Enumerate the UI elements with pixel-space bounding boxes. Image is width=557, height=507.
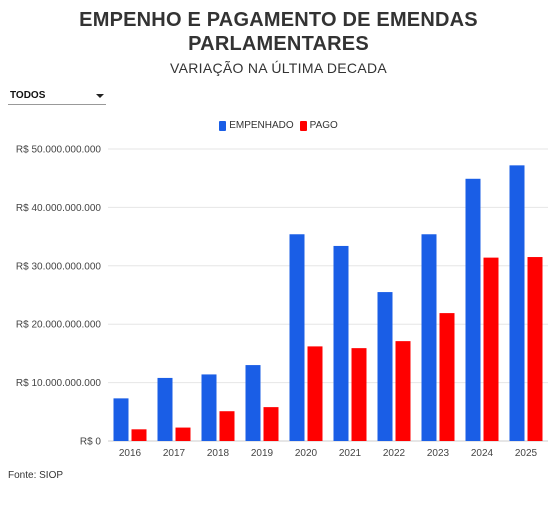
source-note: Fonte: SIOP bbox=[8, 470, 64, 481]
x-tick-label: 2018 bbox=[207, 448, 230, 459]
chart-title: EMPENHO E PAGAMENTO DE EMENDAS PARLAMENT… bbox=[79, 9, 478, 55]
legend-item-empenhado[interactable]: EMPENHADO bbox=[219, 120, 294, 131]
x-tick-label: 2021 bbox=[339, 448, 362, 459]
legend-item-pago[interactable]: PAGO bbox=[299, 120, 338, 131]
bar-pago-2022[interactable] bbox=[395, 341, 411, 441]
bar-pago-2017[interactable] bbox=[175, 427, 191, 441]
bar-empenhado-2017[interactable] bbox=[157, 377, 173, 441]
bar-empenhado-2018[interactable] bbox=[201, 374, 217, 441]
bar-pago-2024[interactable] bbox=[483, 257, 499, 441]
x-tick-label: 2020 bbox=[295, 448, 318, 459]
bar-empenhado-2021[interactable] bbox=[333, 245, 349, 441]
bar-pago-2023[interactable] bbox=[439, 313, 455, 441]
bar-empenhado-2020[interactable] bbox=[289, 234, 305, 441]
chevron-down-icon[interactable] bbox=[96, 94, 104, 98]
y-tick-label: R$ 10.000.000.000 bbox=[16, 378, 102, 389]
bar-empenhado-2025[interactable] bbox=[509, 165, 525, 442]
x-tick-label: 2022 bbox=[383, 448, 406, 459]
bar-pago-2018[interactable] bbox=[219, 411, 235, 441]
bar-pago-2021[interactable] bbox=[351, 348, 367, 441]
bar-empenhado-2019[interactable] bbox=[245, 365, 261, 441]
x-tick-label: 2024 bbox=[471, 448, 494, 459]
bar-empenhado-2022[interactable] bbox=[377, 292, 393, 441]
bar-pago-2019[interactable] bbox=[263, 407, 279, 441]
x-tick-label: 2017 bbox=[163, 448, 186, 459]
legend-swatch-pago bbox=[299, 120, 307, 131]
filter-selected-value: TODOS bbox=[10, 90, 46, 101]
chart-subtitle: VARIAÇÃO NA ÚLTIMA DECADA bbox=[169, 60, 388, 76]
bar-empenhado-2023[interactable] bbox=[421, 234, 437, 441]
filter-dropdown[interactable]: TODOS bbox=[8, 88, 106, 105]
chart-legend: EMPENHADO PAGO bbox=[0, 120, 557, 131]
legend-swatch-empenhado bbox=[219, 120, 227, 131]
y-tick-label: R$ 30.000.000.000 bbox=[16, 261, 102, 272]
legend-label-empenhado: EMPENHADO bbox=[229, 120, 294, 131]
y-tick-label: R$ 20.000.000.000 bbox=[16, 320, 102, 331]
bar-pago-2025[interactable] bbox=[527, 257, 543, 441]
x-tick-label: 2025 bbox=[515, 448, 538, 459]
bar-empenhado-2024[interactable] bbox=[465, 178, 481, 441]
bar-empenhado-2016[interactable] bbox=[113, 398, 129, 441]
y-tick-label: R$ 50.000.000.000 bbox=[16, 145, 102, 156]
x-tick-label: 2023 bbox=[427, 448, 450, 459]
x-tick-label: 2016 bbox=[119, 448, 142, 459]
x-tick-label: 2019 bbox=[251, 448, 274, 459]
legend-label-pago: PAGO bbox=[309, 120, 338, 131]
y-tick-label: R$ 40.000.000.000 bbox=[16, 203, 102, 214]
bar-pago-2016[interactable] bbox=[131, 429, 147, 441]
bar-pago-2020[interactable] bbox=[307, 346, 323, 441]
y-tick-label: R$ 0 bbox=[80, 437, 102, 448]
